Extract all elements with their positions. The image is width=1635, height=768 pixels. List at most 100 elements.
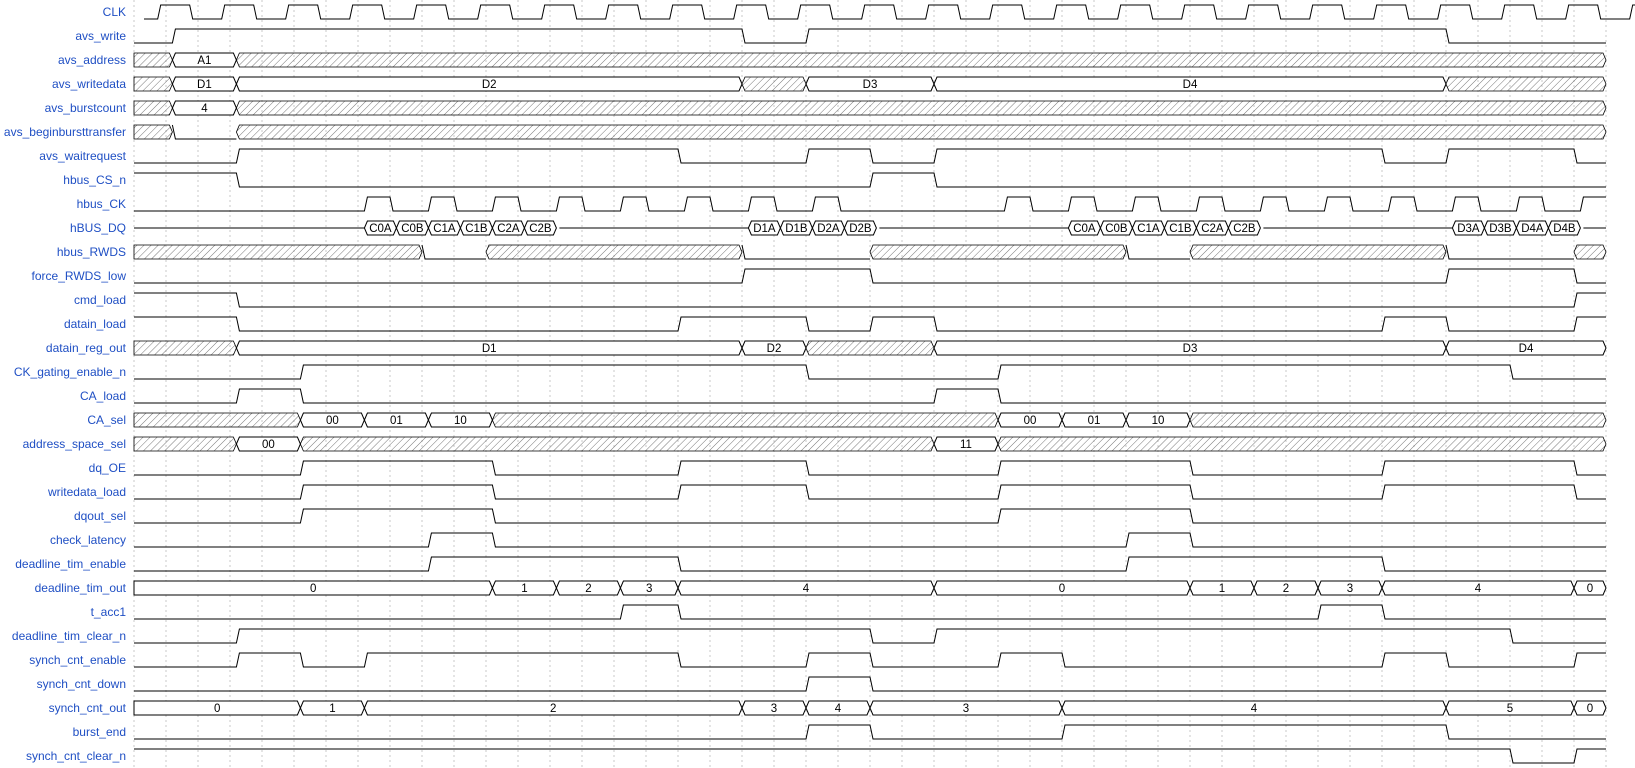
bit-trace	[134, 292, 1606, 308]
bus-undefined	[485, 244, 743, 260]
bit-trace	[134, 748, 1606, 764]
bit-trace	[134, 724, 1606, 740]
bus-value-label: 10	[454, 415, 467, 427]
signal-label-hbus-rwds: hbus_RWDS	[57, 245, 126, 259]
signal-label-ca-load: CA_load	[80, 389, 126, 403]
bus-value-label: 0	[310, 583, 316, 595]
signal-label-address-space-sel: address_space_sel	[23, 437, 126, 451]
bus-undefined	[491, 412, 999, 428]
bit-trace	[134, 268, 1606, 284]
signal-label-check-latency: check_latency	[50, 533, 126, 547]
signal-label-ca-sel: CA_sel	[87, 413, 126, 427]
bus-undefined	[235, 100, 1607, 116]
bus-undefined	[133, 244, 423, 260]
waveform-force-rwds-low	[134, 268, 1606, 284]
bus-value-label: A1	[197, 55, 211, 67]
signal-label-synch-cnt-clear-n: synch_cnt_clear_n	[26, 749, 126, 763]
signal-label-deadline-tim-out: deadline_tim_out	[35, 581, 127, 595]
waveform-synch-cnt-clear-n	[134, 748, 1606, 764]
bus-undefined	[1189, 244, 1447, 260]
waveform-datain-reg-out: D1 D2 D3 D4	[133, 340, 1607, 356]
bit-trace	[134, 316, 1606, 332]
signal-label-synch-cnt-out: synch_cnt_out	[49, 701, 127, 715]
bus-value-label: 01	[390, 415, 403, 427]
bus-undefined	[1573, 244, 1607, 260]
waveform-check-latency	[134, 532, 1606, 548]
signal-label-avs-waitrequest: avs_waitrequest	[39, 149, 126, 163]
bus-undefined	[133, 76, 173, 92]
bus-undefined	[997, 436, 1607, 452]
signal-label-datain-reg-out: datain_reg_out	[46, 341, 127, 355]
bus-undefined	[869, 244, 1127, 260]
bit-trace	[134, 628, 1606, 644]
bit-trace	[134, 364, 1606, 380]
waveform-datain-load	[134, 316, 1606, 332]
bus-value-label: C1A	[433, 223, 456, 235]
bit-trace	[134, 388, 1606, 404]
bus-value-label: D3B	[1489, 223, 1512, 235]
bus-value-segment	[1445, 340, 1607, 356]
waveform-avs-writedata: D1 D2 D3 D4	[133, 76, 1607, 92]
bus-value-label: 5	[1507, 703, 1513, 715]
waveform-ca-load	[134, 388, 1606, 404]
signal-label-deadline-tim-clear-n: deadline_tim_clear_n	[12, 629, 126, 643]
waveform-avs-waitrequest	[134, 148, 1606, 164]
bus-value-label: D3	[1183, 343, 1198, 355]
bus-value-label: D4B	[1553, 223, 1576, 235]
bus-value-label: D1	[482, 343, 497, 355]
bus-low	[171, 124, 237, 140]
bus-value-label: D3A	[1457, 223, 1480, 235]
bus-undefined	[1445, 76, 1607, 92]
clock-trace	[144, 4, 1635, 20]
bus-value-label: D4	[1519, 343, 1534, 355]
bus-undefined	[133, 340, 237, 356]
signal-label-hbus-cs-n: hbus_CS_n	[63, 173, 126, 187]
waveform-hbus-rwds	[133, 244, 1607, 260]
bus-low	[1445, 244, 1574, 260]
bus-undefined	[741, 76, 807, 92]
bus-value-label: D2B	[849, 223, 872, 235]
bit-trace	[134, 676, 1606, 692]
bus-undefined	[133, 52, 173, 68]
waveform-avs-burstcount: 4	[133, 100, 1607, 116]
bus-value-label: D2	[482, 79, 497, 91]
bit-trace	[134, 28, 1606, 44]
bus-value-label: 0	[1059, 583, 1065, 595]
grid-lines	[133, 0, 1607, 768]
waveform-hbus-cs-n	[134, 172, 1606, 188]
bus-value-label: 1	[329, 703, 335, 715]
bus-undefined	[133, 412, 301, 428]
signal-label-cmd-load: cmd_load	[74, 293, 126, 307]
bus-undefined	[1189, 412, 1607, 428]
bus-value-segment	[843, 220, 877, 236]
bus-value-label: C0B	[401, 223, 424, 235]
waveform-synch-cnt-down	[134, 676, 1606, 692]
bus-value-label: C1B	[1169, 223, 1192, 235]
waveforms: A1 D1 D2 D3 D4 4 C0A C0B C1A C1B C2A C2B D1A D1B D2A D2…	[133, 4, 1635, 764]
bus-value-label: C0A	[1073, 223, 1096, 235]
bus-value-label: 4	[1475, 583, 1482, 595]
signal-label-hbus-ck: hbus_CK	[77, 197, 126, 211]
bus-value-label: 0	[214, 703, 220, 715]
bus-value-label: 4	[803, 583, 810, 595]
bus-value-label: C0A	[369, 223, 392, 235]
bus-value-label: C2B	[529, 223, 552, 235]
bit-trace	[134, 532, 1606, 548]
bus-value-label: D1	[197, 79, 212, 91]
signal-label-writedata-load: writedata_load	[47, 485, 126, 499]
waveform-synch-cnt-out: 0 1 2 3 4 3 4 5 0	[133, 700, 1607, 716]
bus-value-label: 2	[1283, 583, 1289, 595]
signal-label-burst-end: burst_end	[73, 725, 126, 739]
bus-low	[421, 244, 486, 260]
signal-label-avs-address: avs_address	[58, 53, 126, 67]
signal-label-force-rwds-low: force_RWDS_low	[32, 269, 127, 283]
bus-value-label: 3	[771, 703, 777, 715]
signal-label-dqout-sel: dqout_sel	[74, 509, 126, 523]
bus-value-segment	[523, 220, 557, 236]
bus-value-label: 1	[521, 583, 527, 595]
bus-value-segment	[1547, 220, 1581, 236]
bus-value-label: 4	[835, 703, 842, 715]
bus-value-label: 4	[201, 103, 208, 115]
waveform-deadline-tim-clear-n	[134, 628, 1606, 644]
